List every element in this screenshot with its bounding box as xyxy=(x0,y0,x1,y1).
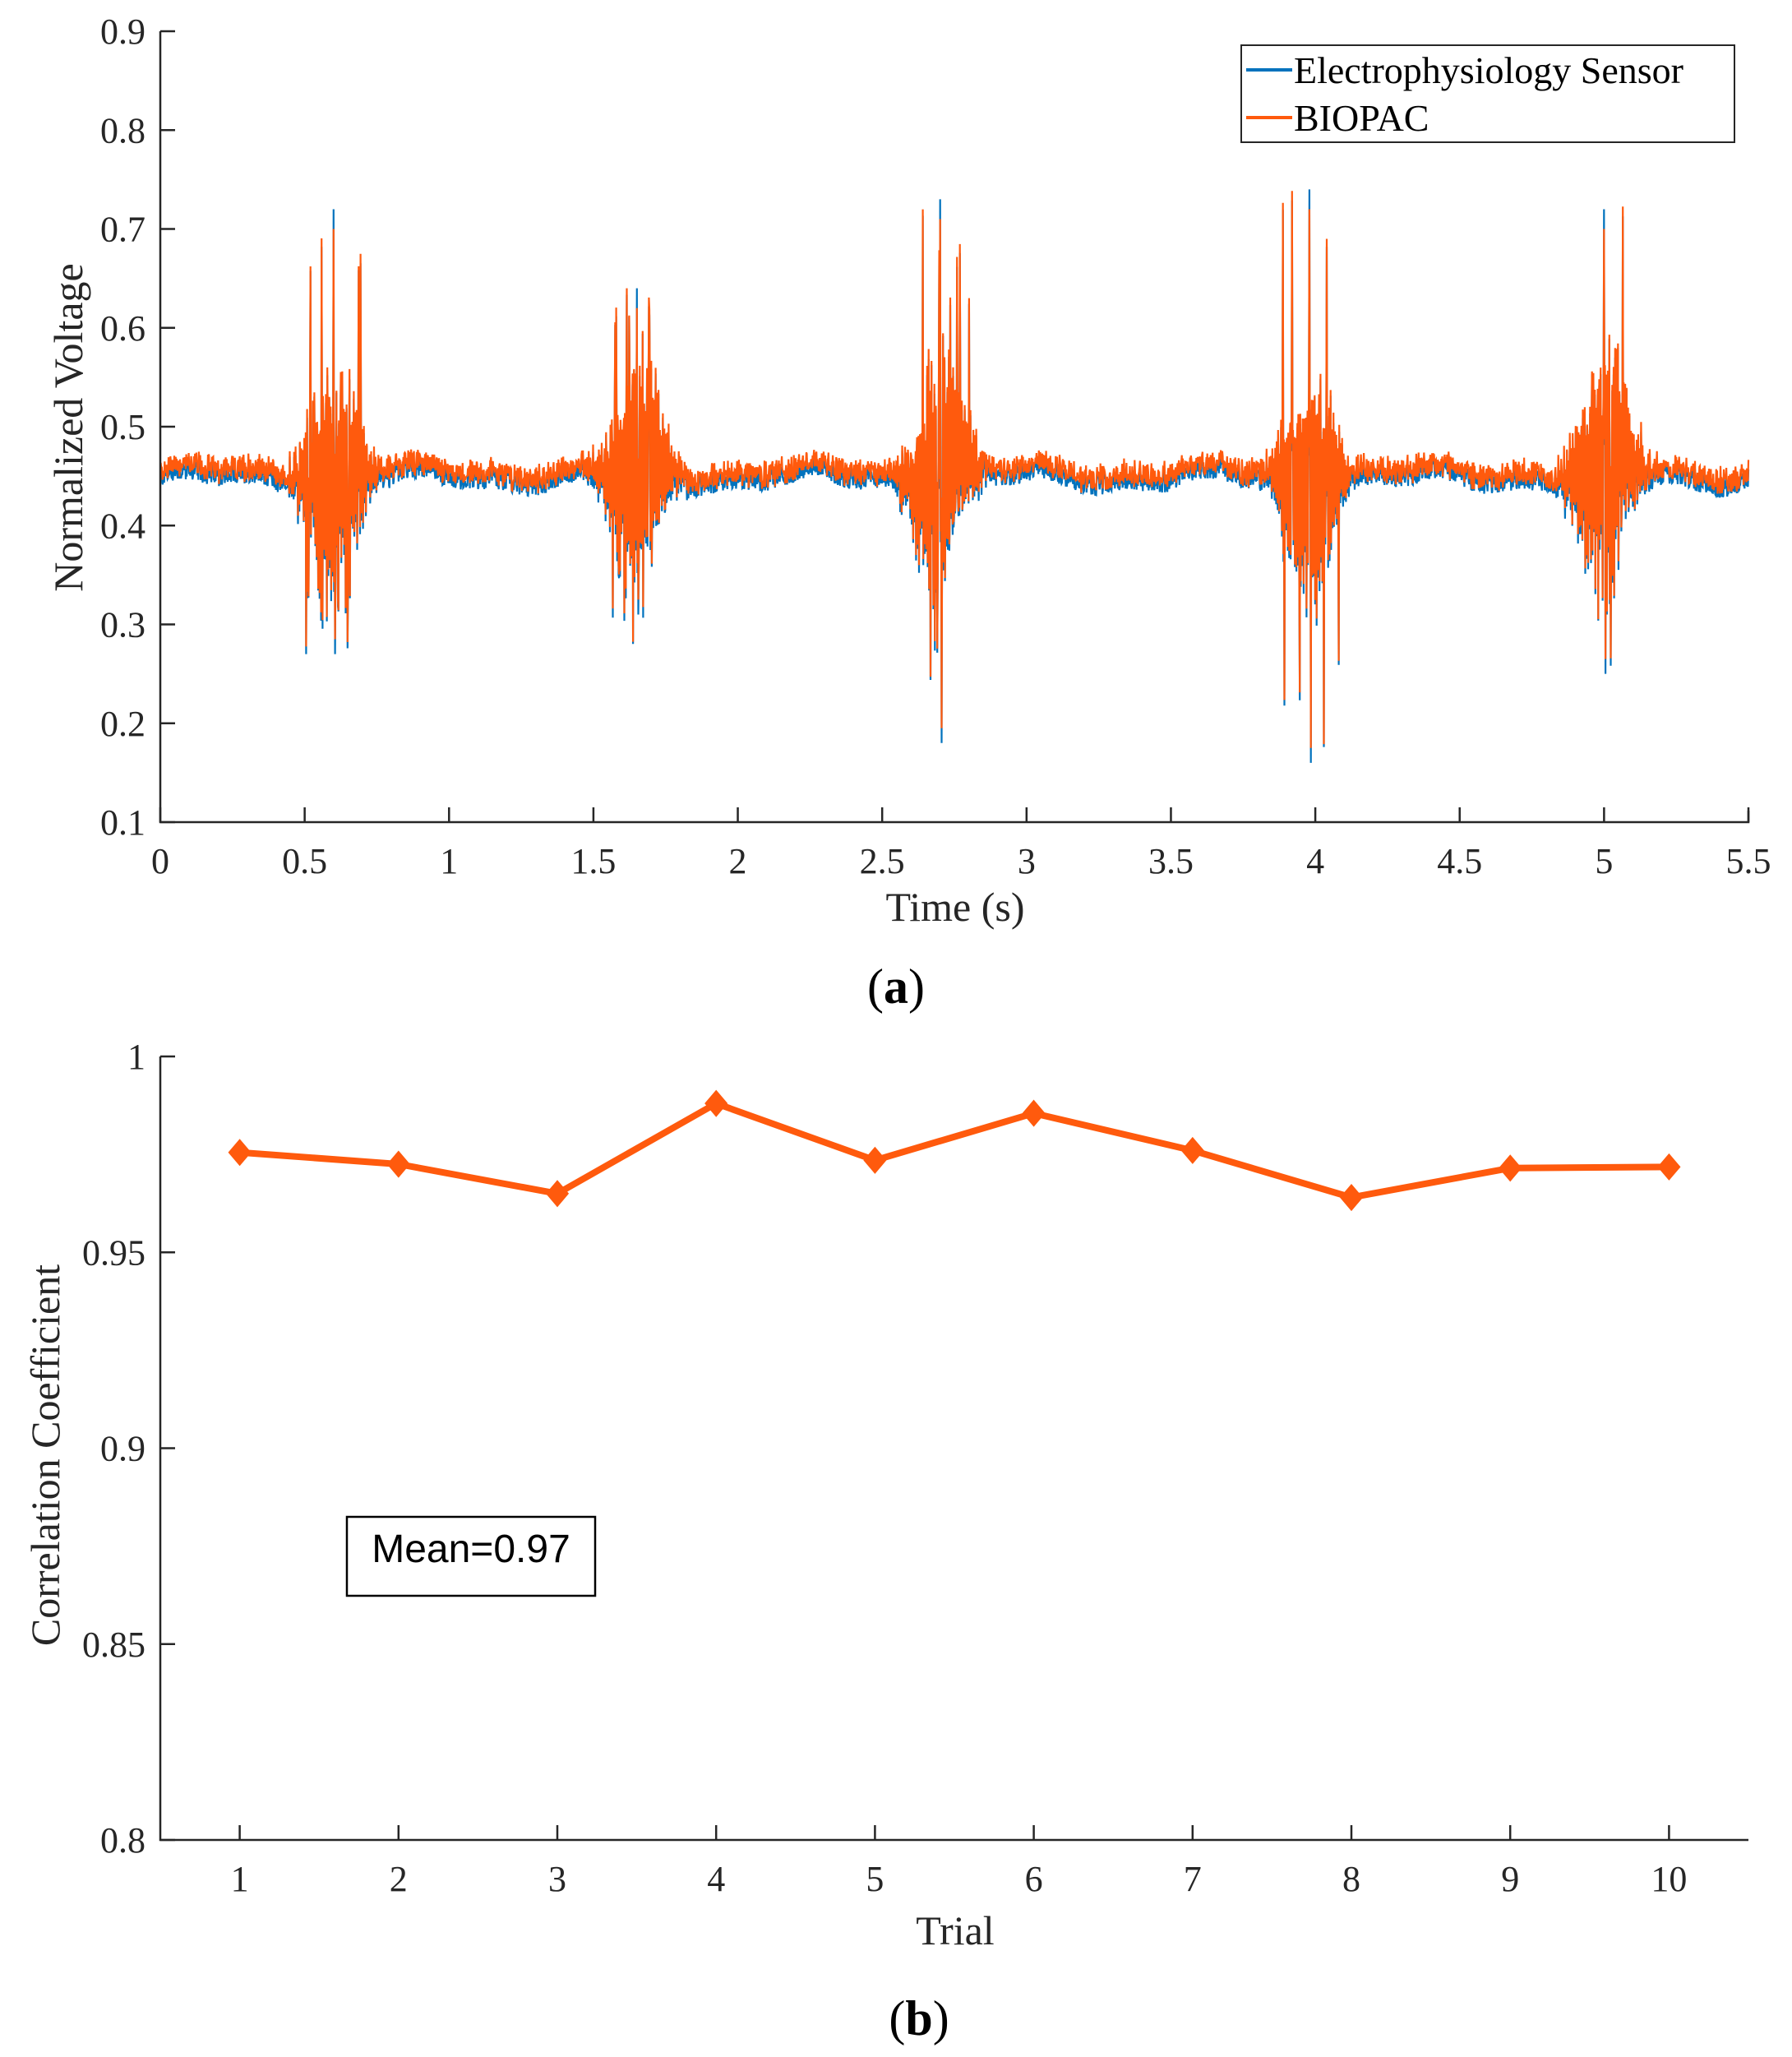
panel-b-y-tick-label: 0.95 xyxy=(82,1232,145,1273)
panel-b-x-axis-title: Trial xyxy=(916,1907,994,1953)
panel-a-x-tick-label: 2 xyxy=(729,841,747,881)
panel-a-legend: Electrophysiology Sensor BIOPAC xyxy=(1240,44,1735,143)
panel-b-y-tick-label: 0.9 xyxy=(100,1429,145,1469)
panel-b-y-tick-label: 1 xyxy=(127,1037,145,1077)
panel-b-x-ticks: 1 2 3 4 5 6 7 8 9 10 xyxy=(231,1825,1687,1899)
panel-a-x-tick-label: 4.5 xyxy=(1437,841,1482,881)
mean-annotation: Mean=0.97 xyxy=(345,1515,597,1597)
correlation-point-trial-10 xyxy=(1657,1153,1681,1181)
panel-b-x-tick-label: 10 xyxy=(1651,1859,1687,1899)
panel-b-x-tick-label: 6 xyxy=(1025,1859,1043,1899)
panel-a-y-ticks: 0.1 0.2 0.3 0.4 0.5 0.6 0.7 0.8 0.9 xyxy=(100,12,175,843)
panel-a-x-tick-label: 1.5 xyxy=(570,841,616,881)
panel-b-x-tick-label: 1 xyxy=(231,1859,249,1899)
series-biopac-line xyxy=(159,191,1750,748)
panel-a-x-tick-label: 0 xyxy=(151,841,169,881)
correlation-point-trial-5 xyxy=(863,1146,887,1174)
panel-a-y-tick-label: 0.6 xyxy=(100,308,145,349)
panel-a-x-tick-label: 5 xyxy=(1595,841,1613,881)
panel-a-x-tick-label: 5.5 xyxy=(1726,841,1771,881)
legend-label-electrophysiology: Electrophysiology Sensor xyxy=(1294,49,1683,91)
panel-a-x-tick-label: 3.5 xyxy=(1148,841,1194,881)
correlation-line xyxy=(239,1100,1670,1201)
panel-b-y-axis-title: Correlation Coefficient xyxy=(22,1264,68,1646)
panel-a-y-axis-title: Normalized Voltage xyxy=(45,263,91,591)
correlation-point-trial-6 xyxy=(1022,1099,1046,1127)
correlation-point-trial-9 xyxy=(1499,1154,1522,1182)
panel-b-x-tick-label: 8 xyxy=(1342,1859,1360,1899)
panel-a-x-axis-title: Time (s) xyxy=(885,884,1024,930)
panel-b-y-ticks: 0.8 0.85 0.9 0.95 1 xyxy=(82,1037,175,1861)
panel-b-x-tick-label: 5 xyxy=(866,1859,884,1899)
panel-b-series-group xyxy=(228,1089,1681,1212)
panel-a-y-tick-label: 0.4 xyxy=(100,506,145,546)
panel-a-y-tick-label: 0.5 xyxy=(100,407,145,447)
panel-a-y-tick-label: 0.1 xyxy=(100,802,145,843)
correlation-point-trial-3 xyxy=(545,1180,570,1208)
panel-a-x-ticks: 0 0.5 1 1.5 2 2.5 3 3.5 4 4.5 5 5.5 xyxy=(151,807,1771,881)
panel-a-y-tick-label: 0.2 xyxy=(100,704,145,744)
mean-annotation-box xyxy=(345,1515,597,1597)
correlation-point-trial-1 xyxy=(228,1139,252,1167)
panel-a-chart: 0 0.5 1 1.5 2 2.5 3 3.5 4 4.5 5 5.5 0.1 0.2 0.3 0.4 0.5… xyxy=(45,12,1771,1014)
correlation-point-trial-4 xyxy=(704,1089,728,1117)
panel-a-x-tick-label: 3 xyxy=(1018,841,1036,881)
correlation-point-trial-8 xyxy=(1339,1183,1364,1212)
panel-b-x-tick-label: 7 xyxy=(1184,1859,1202,1899)
panel-a-x-tick-label: 2.5 xyxy=(860,841,905,881)
panel-b-y-tick-label: 0.85 xyxy=(82,1625,145,1665)
panel-b-y-tick-label: 0.8 xyxy=(100,1820,145,1861)
correlation-point-trial-2 xyxy=(386,1150,410,1178)
correlation-point-trial-7 xyxy=(1180,1136,1204,1164)
panel-b-x-tick-label: 4 xyxy=(707,1859,725,1899)
panel-a-x-tick-label: 4 xyxy=(1306,841,1324,881)
legend-box xyxy=(1240,44,1735,143)
panel-a-x-tick-label: 0.5 xyxy=(282,841,327,881)
panel-b-chart: 1 2 3 4 5 6 7 8 9 10 0.8 0.85 0.9 0.95 1 Trial Correl… xyxy=(22,1037,1748,2045)
panel-a-series-group xyxy=(159,189,1750,763)
panel-a-y-tick-label: 0.7 xyxy=(100,210,145,250)
panel-a-x-tick-label: 1 xyxy=(440,841,458,881)
panel-a-y-tick-label: 0.8 xyxy=(100,110,145,150)
panel-b-x-tick-label: 9 xyxy=(1501,1859,1519,1899)
panel-a-y-tick-label: 0.3 xyxy=(100,605,145,645)
panel-b-label: (b) xyxy=(889,1991,949,2045)
panel-a-y-tick-label: 0.9 xyxy=(100,12,145,52)
mean-annotation-text: Mean=0.97 xyxy=(372,1528,570,1571)
legend-label-biopac: BIOPAC xyxy=(1294,97,1429,139)
panel-b-x-tick-label: 3 xyxy=(548,1859,566,1899)
panel-b-x-tick-label: 2 xyxy=(390,1859,408,1899)
panel-a-label: (a) xyxy=(867,959,925,1014)
